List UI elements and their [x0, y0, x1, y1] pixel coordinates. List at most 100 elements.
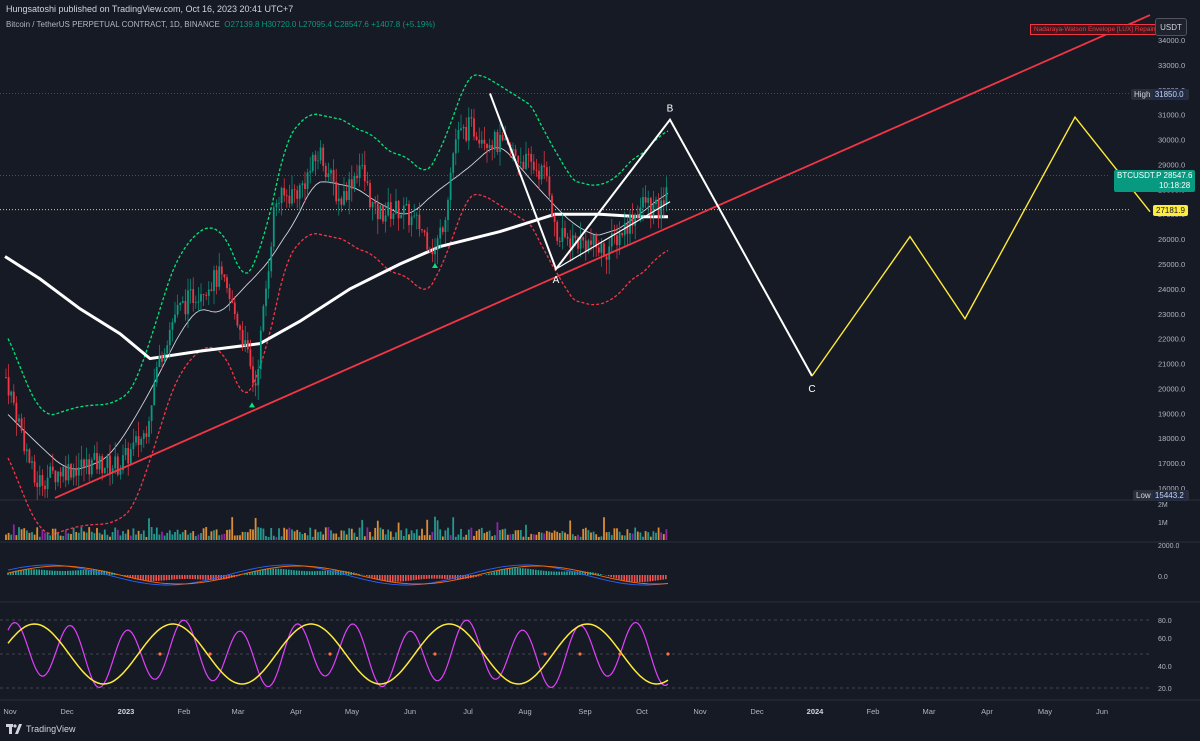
macd-histogram-bar: [550, 571, 553, 575]
last-symbol: BTCUSDT.P: [1117, 171, 1162, 180]
candle-body: [103, 467, 106, 474]
volume-bar: [522, 536, 525, 540]
volume-bar: [389, 531, 392, 540]
high-value: 31850.0: [1152, 90, 1186, 99]
candle-body: [231, 298, 234, 303]
candle-body: [538, 170, 540, 180]
volume-bar: [332, 533, 335, 540]
candle-body: [447, 200, 449, 220]
volume-bar: [350, 528, 353, 540]
candle-body: [366, 181, 369, 183]
macd-histogram-bar: [384, 575, 386, 581]
candle-body: [610, 233, 613, 247]
macd-histogram-bar: [77, 570, 79, 575]
macd-histogram-bar: [277, 568, 280, 575]
volume-bar: [155, 527, 158, 540]
volume-bar: [98, 532, 101, 540]
macd-histogram-bar: [454, 575, 456, 580]
volume-bar: [311, 536, 314, 540]
volume-bar: [616, 528, 618, 540]
macd-histogram-bar: [641, 575, 644, 583]
candle-body: [522, 161, 525, 169]
volume-bar: [379, 527, 382, 540]
candle-body: [488, 144, 491, 149]
price-tick-label: 30000.0: [1158, 136, 1185, 145]
candle-body: [296, 190, 299, 199]
tradingview-logo-icon: [6, 724, 22, 734]
macd-histogram-bar: [194, 575, 196, 580]
candle-body: [363, 164, 366, 182]
macd-histogram-bar: [423, 575, 425, 580]
volume-bar: [392, 536, 395, 540]
price-tick-label: 26000.0: [1158, 235, 1185, 244]
volume-bar: [20, 529, 23, 540]
candle-body: [527, 153, 530, 155]
volume-bar: [366, 527, 369, 540]
macd-histogram-bar: [392, 575, 394, 582]
volume-bar: [187, 534, 189, 540]
candle-body: [257, 369, 260, 386]
footer-brand: TradingView: [26, 724, 76, 734]
volume-bar: [402, 535, 405, 540]
candle-body: [392, 213, 395, 219]
rsi-line: [7, 619, 669, 689]
volume-bar: [319, 531, 322, 540]
macd-histogram-bar: [665, 575, 667, 580]
volume-bar: [207, 535, 210, 540]
volume-bar: [257, 527, 260, 540]
indicator-badge[interactable]: Nadaraya-Watson Envelope [LUX] Repaints: [1030, 24, 1165, 35]
wave-leg: [555, 201, 671, 270]
macd-histogram-bar: [623, 575, 625, 581]
candle-body: [246, 340, 249, 350]
time-tick-label: May: [1038, 707, 1052, 716]
candle-body: [369, 182, 371, 208]
volume-bar: [218, 535, 221, 540]
macd-histogram-bar: [264, 569, 267, 575]
volume-bar: [145, 536, 148, 540]
volume-bar: [72, 527, 75, 540]
volume-bar: [135, 534, 137, 540]
chart-drawings[interactable]: A B C: [54, 14, 1151, 499]
macd-histogram-bar: [207, 575, 209, 580]
candle-body: [12, 391, 15, 403]
candle-body: [88, 459, 91, 475]
candle-body: [655, 199, 657, 204]
candle-body: [642, 196, 644, 208]
candle-body: [70, 463, 72, 478]
macd-histogram-bar: [488, 573, 490, 575]
candle-body: [197, 301, 200, 303]
candle-body: [660, 200, 663, 219]
macd-histogram-bar: [498, 570, 501, 575]
volume-bar: [106, 534, 109, 540]
macd-histogram-bar: [30, 569, 33, 575]
macd-histogram-bar: [150, 575, 152, 582]
price-tick-label: 24000.0: [1158, 285, 1185, 294]
candle-body: [176, 304, 179, 315]
volume-bar: [454, 536, 457, 540]
candle-body: [384, 215, 387, 222]
macd-histogram-bar: [176, 575, 178, 580]
candle-body: [317, 160, 319, 162]
candle-body: [293, 189, 296, 191]
candle-body: [28, 449, 31, 463]
time-tick-label: Aug: [518, 707, 531, 716]
macd-histogram-bar: [438, 575, 441, 579]
macd-histogram-bar: [553, 571, 555, 575]
volume-bar: [249, 529, 252, 540]
candle-body: [423, 230, 426, 233]
candle-body: [96, 452, 98, 470]
candle-body: [239, 325, 241, 330]
candle-body: [46, 477, 49, 490]
candle-body: [582, 237, 585, 241]
volume-bar: [54, 528, 57, 540]
macd-histogram-bar: [56, 570, 59, 575]
macd-histogram-bar: [259, 569, 261, 575]
macd-histogram-bar: [321, 570, 324, 575]
volume-bar: [31, 532, 33, 540]
macd-histogram-bar: [145, 575, 147, 581]
macd-histogram-bar: [527, 568, 529, 575]
currency-button[interactable]: USDT: [1155, 18, 1187, 36]
time-tick-label: 2024: [807, 707, 825, 716]
volume-bar: [304, 532, 306, 540]
